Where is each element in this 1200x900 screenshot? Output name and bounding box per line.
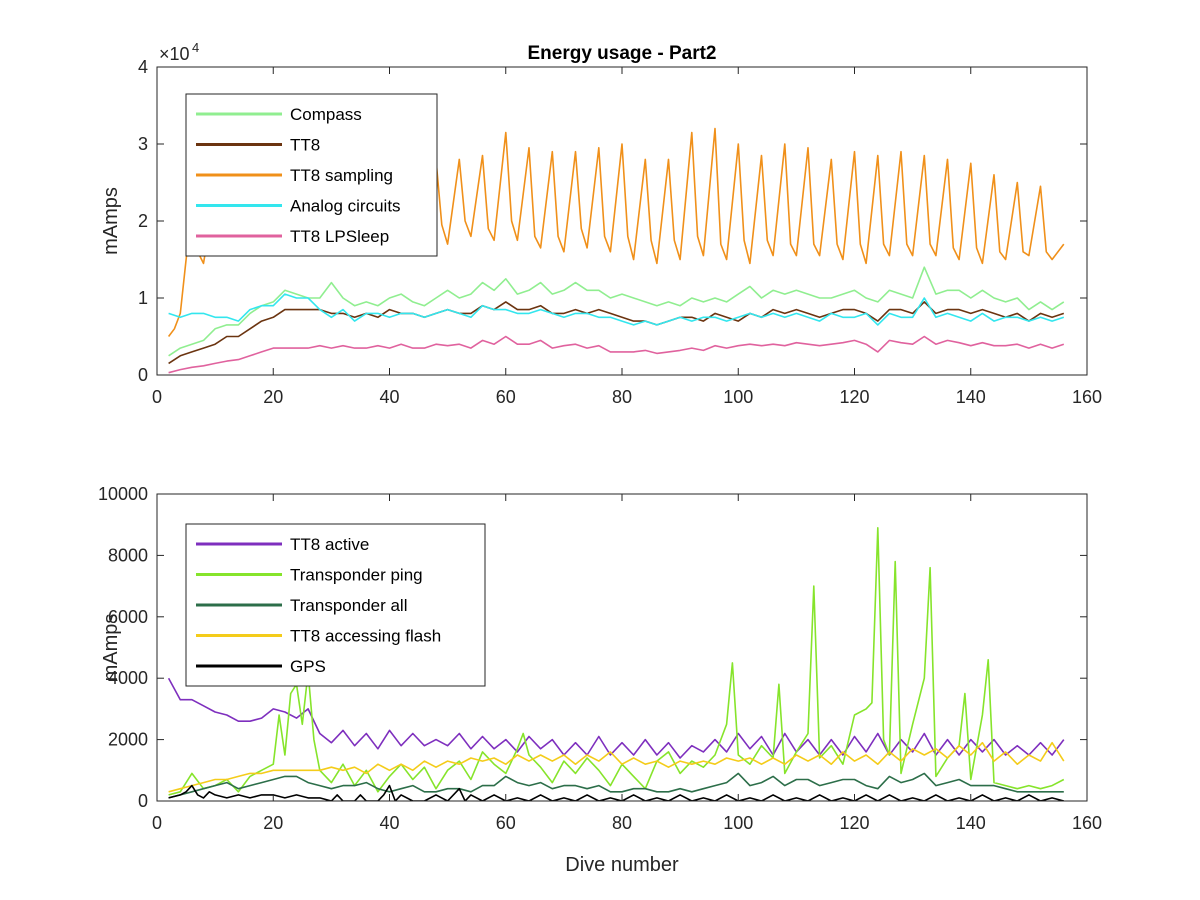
y-tick-label: 8000 xyxy=(108,545,148,565)
series-line-tt8-lpsleep xyxy=(168,335,1065,374)
legend-label: TT8 sampling xyxy=(290,166,393,185)
x-tick-label: 80 xyxy=(612,813,632,833)
x-tick-label: 60 xyxy=(496,813,516,833)
x-tick-label: 40 xyxy=(379,813,399,833)
x-tick-label: 60 xyxy=(496,387,516,407)
legend-label: TT8 active xyxy=(290,535,369,554)
x-tick-label: 120 xyxy=(839,813,869,833)
x-tick-label: 140 xyxy=(956,813,986,833)
x-tick-label: 160 xyxy=(1072,387,1102,407)
x-tick-label: 80 xyxy=(612,387,632,407)
legend-label: Transponder ping xyxy=(290,566,423,585)
legend: TT8 active Transponder ping Transponder al… xyxy=(185,523,486,687)
x-tick-label: 140 xyxy=(956,387,986,407)
y-tick-label: 1 xyxy=(138,288,148,308)
y-tick-label: 10000 xyxy=(98,484,148,504)
y-axis-label: mAmps xyxy=(100,614,122,682)
x-tick-label: 120 xyxy=(839,387,869,407)
y-exponent-label: ×10 xyxy=(159,44,190,64)
x-axis-label: Dive number xyxy=(565,854,679,876)
legend-label: Analog circuits xyxy=(290,197,401,216)
legend-label: Transponder all xyxy=(290,596,408,615)
chart-panel-2: 0 20 40 60 80 100 120 140 160 0 2000 4000 6000 8000 10… xyxy=(98,484,1102,876)
y-exponent-power: 4 xyxy=(192,40,199,55)
x-tick-label: 0 xyxy=(152,387,162,407)
y-tick-label: 4 xyxy=(138,57,148,77)
y-tick-label: 4000 xyxy=(108,668,148,688)
x-tick-label: 100 xyxy=(723,387,753,407)
y-tick-label: 2 xyxy=(138,211,148,231)
legend-label: TT8 LPSleep xyxy=(290,227,389,246)
x-tick-label: 100 xyxy=(723,813,753,833)
legend-label: Compass xyxy=(290,105,362,124)
x-tick-label: 160 xyxy=(1072,813,1102,833)
chart-title: Energy usage - Part2 xyxy=(527,43,716,64)
legend: Compass TT8 TT8 sampling Analog circuits TT8… xyxy=(185,93,438,257)
series-line-transponder-all xyxy=(168,772,1064,799)
y-axis-label: mAmps xyxy=(100,187,122,255)
series-line-gps xyxy=(168,784,1065,801)
series-line-tt8-active xyxy=(167,677,1065,759)
y-tick-label: 2000 xyxy=(108,730,148,750)
series-line-tt8-accessing-flash xyxy=(168,741,1065,793)
series-line-compass xyxy=(168,266,1065,357)
series-line-tt8 xyxy=(168,301,1065,365)
legend-label: GPS xyxy=(290,657,326,676)
series-group xyxy=(167,526,1065,801)
series-line-analog-circuits xyxy=(168,293,1065,326)
x-tick-label: 0 xyxy=(152,813,162,833)
legend-label: TT8 accessing flash xyxy=(290,627,441,646)
x-tick-label: 20 xyxy=(263,387,283,407)
legend-label: TT8 xyxy=(290,136,320,155)
y-tick-label: 0 xyxy=(138,365,148,385)
y-tick-label: 0 xyxy=(138,791,148,811)
x-tick-label: 20 xyxy=(263,813,283,833)
x-tick-label: 40 xyxy=(379,387,399,407)
y-tick-label: 6000 xyxy=(108,607,148,627)
y-tick-label: 3 xyxy=(138,134,148,154)
